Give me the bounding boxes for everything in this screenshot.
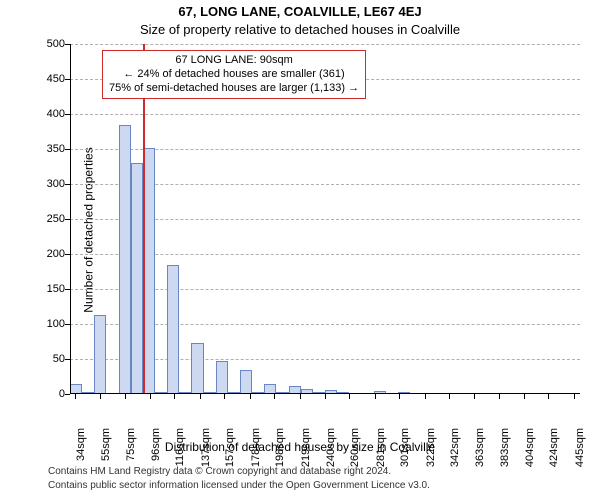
histogram-plot: 34sqm55sqm75sqm96sqm116sqm137sqm157sqm17… xyxy=(70,44,580,394)
xtick-mark xyxy=(224,394,225,399)
xtick-mark xyxy=(375,394,376,399)
xtick-mark xyxy=(449,394,450,399)
ytick-label: 350 xyxy=(25,143,65,155)
ytick-label: 150 xyxy=(25,283,65,295)
xtick-mark xyxy=(125,394,126,399)
annotation-line-2: ← 24% of detached houses are smaller (36… xyxy=(109,68,359,82)
ytick-label: 250 xyxy=(25,213,65,225)
xtick-mark xyxy=(499,394,500,399)
xtick-mark xyxy=(174,394,175,399)
ytick-label: 100 xyxy=(25,318,65,330)
x-axis-label: Distribution of detached houses by size … xyxy=(0,440,600,454)
xtick-mark xyxy=(150,394,151,399)
xtick-mark xyxy=(425,394,426,399)
xtick-mark xyxy=(250,394,251,399)
address-title: 67, LONG LANE, COALVILLE, LE67 4EJ xyxy=(0,4,600,19)
xtick-mark xyxy=(548,394,549,399)
xtick-mark xyxy=(274,394,275,399)
ytick-label: 50 xyxy=(25,353,65,365)
xtick-mark xyxy=(100,394,101,399)
ytick-label: 400 xyxy=(25,108,65,120)
marker-annotation: 67 LONG LANE: 90sqm ← 24% of detached ho… xyxy=(102,50,366,99)
ytick-label: 200 xyxy=(25,248,65,260)
xtick-mark xyxy=(325,394,326,399)
ytick-label: 0 xyxy=(25,388,65,400)
footer-line-1: Contains HM Land Registry data © Crown c… xyxy=(48,466,391,477)
annotation-line-3: 75% of semi-detached houses are larger (… xyxy=(109,82,359,96)
annotation-line-1: 67 LONG LANE: 90sqm xyxy=(109,54,359,68)
xtick-mark xyxy=(200,394,201,399)
ytick-label: 450 xyxy=(25,73,65,85)
xtick-mark xyxy=(300,394,301,399)
xtick-mark xyxy=(524,394,525,399)
ytick-label: 300 xyxy=(25,178,65,190)
chart-subtitle: Size of property relative to detached ho… xyxy=(0,22,600,37)
xtick-mark xyxy=(399,394,400,399)
footer-line-2: Contains public sector information licen… xyxy=(48,480,430,491)
xtick-mark xyxy=(349,394,350,399)
xtick-mark xyxy=(75,394,76,399)
xtick-mark xyxy=(474,394,475,399)
ytick-label: 500 xyxy=(25,38,65,50)
ytick-mark xyxy=(65,394,70,395)
xtick-mark xyxy=(574,394,575,399)
